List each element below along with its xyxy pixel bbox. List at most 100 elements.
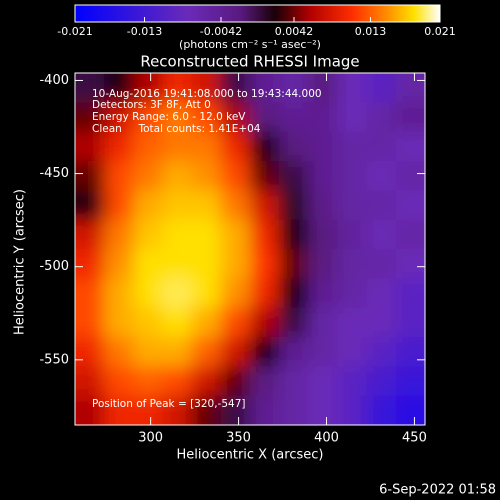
heatmap-cell — [220, 131, 251, 162]
heatmap-cell — [133, 366, 163, 397]
heatmap-cell — [337, 73, 368, 103]
heatmap-cell — [395, 249, 425, 279]
heatmap-cell — [133, 337, 163, 367]
heatmap-cell — [191, 278, 222, 309]
heatmap-cell — [366, 161, 397, 191]
heatmap-cell — [366, 249, 397, 279]
x-tick-label: 450 — [402, 431, 427, 446]
heatmap-cell — [395, 337, 425, 367]
heatmap-cell — [162, 307, 193, 338]
heatmap-cell — [220, 249, 251, 279]
heatmap-cell — [104, 161, 134, 191]
plot-frame — [74, 72, 426, 426]
heatmap-cell — [162, 131, 193, 162]
heatmap-cell — [337, 307, 368, 338]
heatmap-cell — [220, 278, 251, 309]
heatmap-cell — [220, 102, 251, 133]
heatmap-cell — [366, 190, 397, 221]
heatmap-cell — [191, 161, 222, 191]
colorbar-tick-label: 0.0042 — [275, 25, 314, 38]
heatmap-cell — [395, 161, 425, 191]
heatmap-cell — [162, 366, 193, 397]
heatmap-cell — [395, 307, 425, 338]
heatmap-cell — [133, 190, 163, 221]
heatmap-cell — [250, 102, 280, 133]
colorbar-label: (photons cm⁻² s⁻¹ asec⁻²) — [179, 38, 321, 51]
heatmap-cell — [220, 161, 251, 191]
heatmap-cell — [250, 219, 280, 250]
heatmap-cell — [366, 395, 397, 425]
heatmap-cell — [75, 249, 105, 279]
heatmap-cell — [308, 161, 338, 191]
heatmap-cell — [75, 395, 105, 425]
heatmap-cell — [220, 190, 251, 221]
chart-title: Reconstructed RHESSI Image — [140, 53, 359, 71]
heatmap-cell — [75, 307, 105, 338]
heatmap-cell — [395, 190, 425, 221]
heatmap-cell — [279, 395, 309, 425]
heatmap-cell — [337, 337, 368, 367]
heatmap-cell — [75, 190, 105, 221]
x-tick-label: 400 — [314, 431, 339, 446]
heatmap-cell — [220, 219, 251, 250]
heatmap-cell — [308, 131, 338, 162]
heatmap-cell — [395, 395, 425, 425]
y-tick-label: -500 — [39, 259, 69, 274]
annotation: Clean Total counts: 1.41E+04 — [92, 123, 261, 135]
heatmap-cell — [133, 161, 163, 191]
heatmap-cell — [162, 219, 193, 250]
heatmap-cell — [279, 249, 309, 279]
heatmap-cell — [220, 337, 251, 367]
heatmap-cell — [162, 395, 193, 425]
heatmap-cell — [250, 190, 280, 221]
heatmap-cell — [366, 219, 397, 250]
heatmap-cell — [366, 278, 397, 309]
heatmap-cell — [279, 161, 309, 191]
heatmap-cell — [162, 102, 193, 133]
heatmap-cell — [308, 73, 338, 103]
heatmap-cell — [133, 307, 163, 338]
colorbar-tick-label: -0.013 — [127, 25, 162, 38]
heatmap-cell — [308, 307, 338, 338]
heatmap-cell — [104, 395, 134, 425]
heatmap-cell — [75, 73, 105, 103]
heatmap-cell — [191, 307, 222, 338]
heatmap-cell — [220, 366, 251, 397]
heatmap-cell — [191, 366, 222, 397]
heatmap-cell — [395, 131, 425, 162]
heatmap-cell — [133, 102, 163, 133]
annotation: Energy Range: 6.0 - 12.0 keV — [92, 111, 246, 123]
heatmap-cell — [133, 219, 163, 250]
heatmap-cell — [395, 366, 425, 397]
heatmap-cell — [395, 102, 425, 133]
heatmap-cell — [191, 395, 222, 425]
heatmap-cell — [75, 161, 105, 191]
colorbar-tick-label: 0.021 — [424, 25, 456, 38]
heatmap-cell — [162, 278, 193, 309]
heatmap-cell — [279, 337, 309, 367]
heatmap-cell — [279, 278, 309, 309]
heatmap-cell — [133, 395, 163, 425]
heatmap-cell — [308, 366, 338, 397]
y-tick-label: -450 — [39, 166, 69, 181]
heatmap-cell — [250, 337, 280, 367]
y-tick-label: -550 — [39, 352, 69, 367]
heatmap-cell — [191, 249, 222, 279]
heatmap-cell — [337, 131, 368, 162]
heatmap-cell — [366, 366, 397, 397]
heatmap-cell — [104, 73, 134, 103]
heatmap-cell — [279, 190, 309, 221]
colorbar-tick-label: -0.021 — [57, 25, 92, 38]
heatmap-cell — [250, 278, 280, 309]
colorbar-tick-label: -0.0042 — [200, 25, 242, 38]
heatmap-cell — [162, 337, 193, 367]
heatmap-cell — [191, 73, 222, 103]
heatmap-cell — [337, 102, 368, 133]
heatmap-cell — [308, 249, 338, 279]
heatmap-cell — [133, 249, 163, 279]
heatmap-cell — [104, 278, 134, 309]
heatmap-cell — [308, 102, 338, 133]
heatmap-cell — [395, 73, 425, 103]
heatmap-cell — [308, 278, 338, 309]
